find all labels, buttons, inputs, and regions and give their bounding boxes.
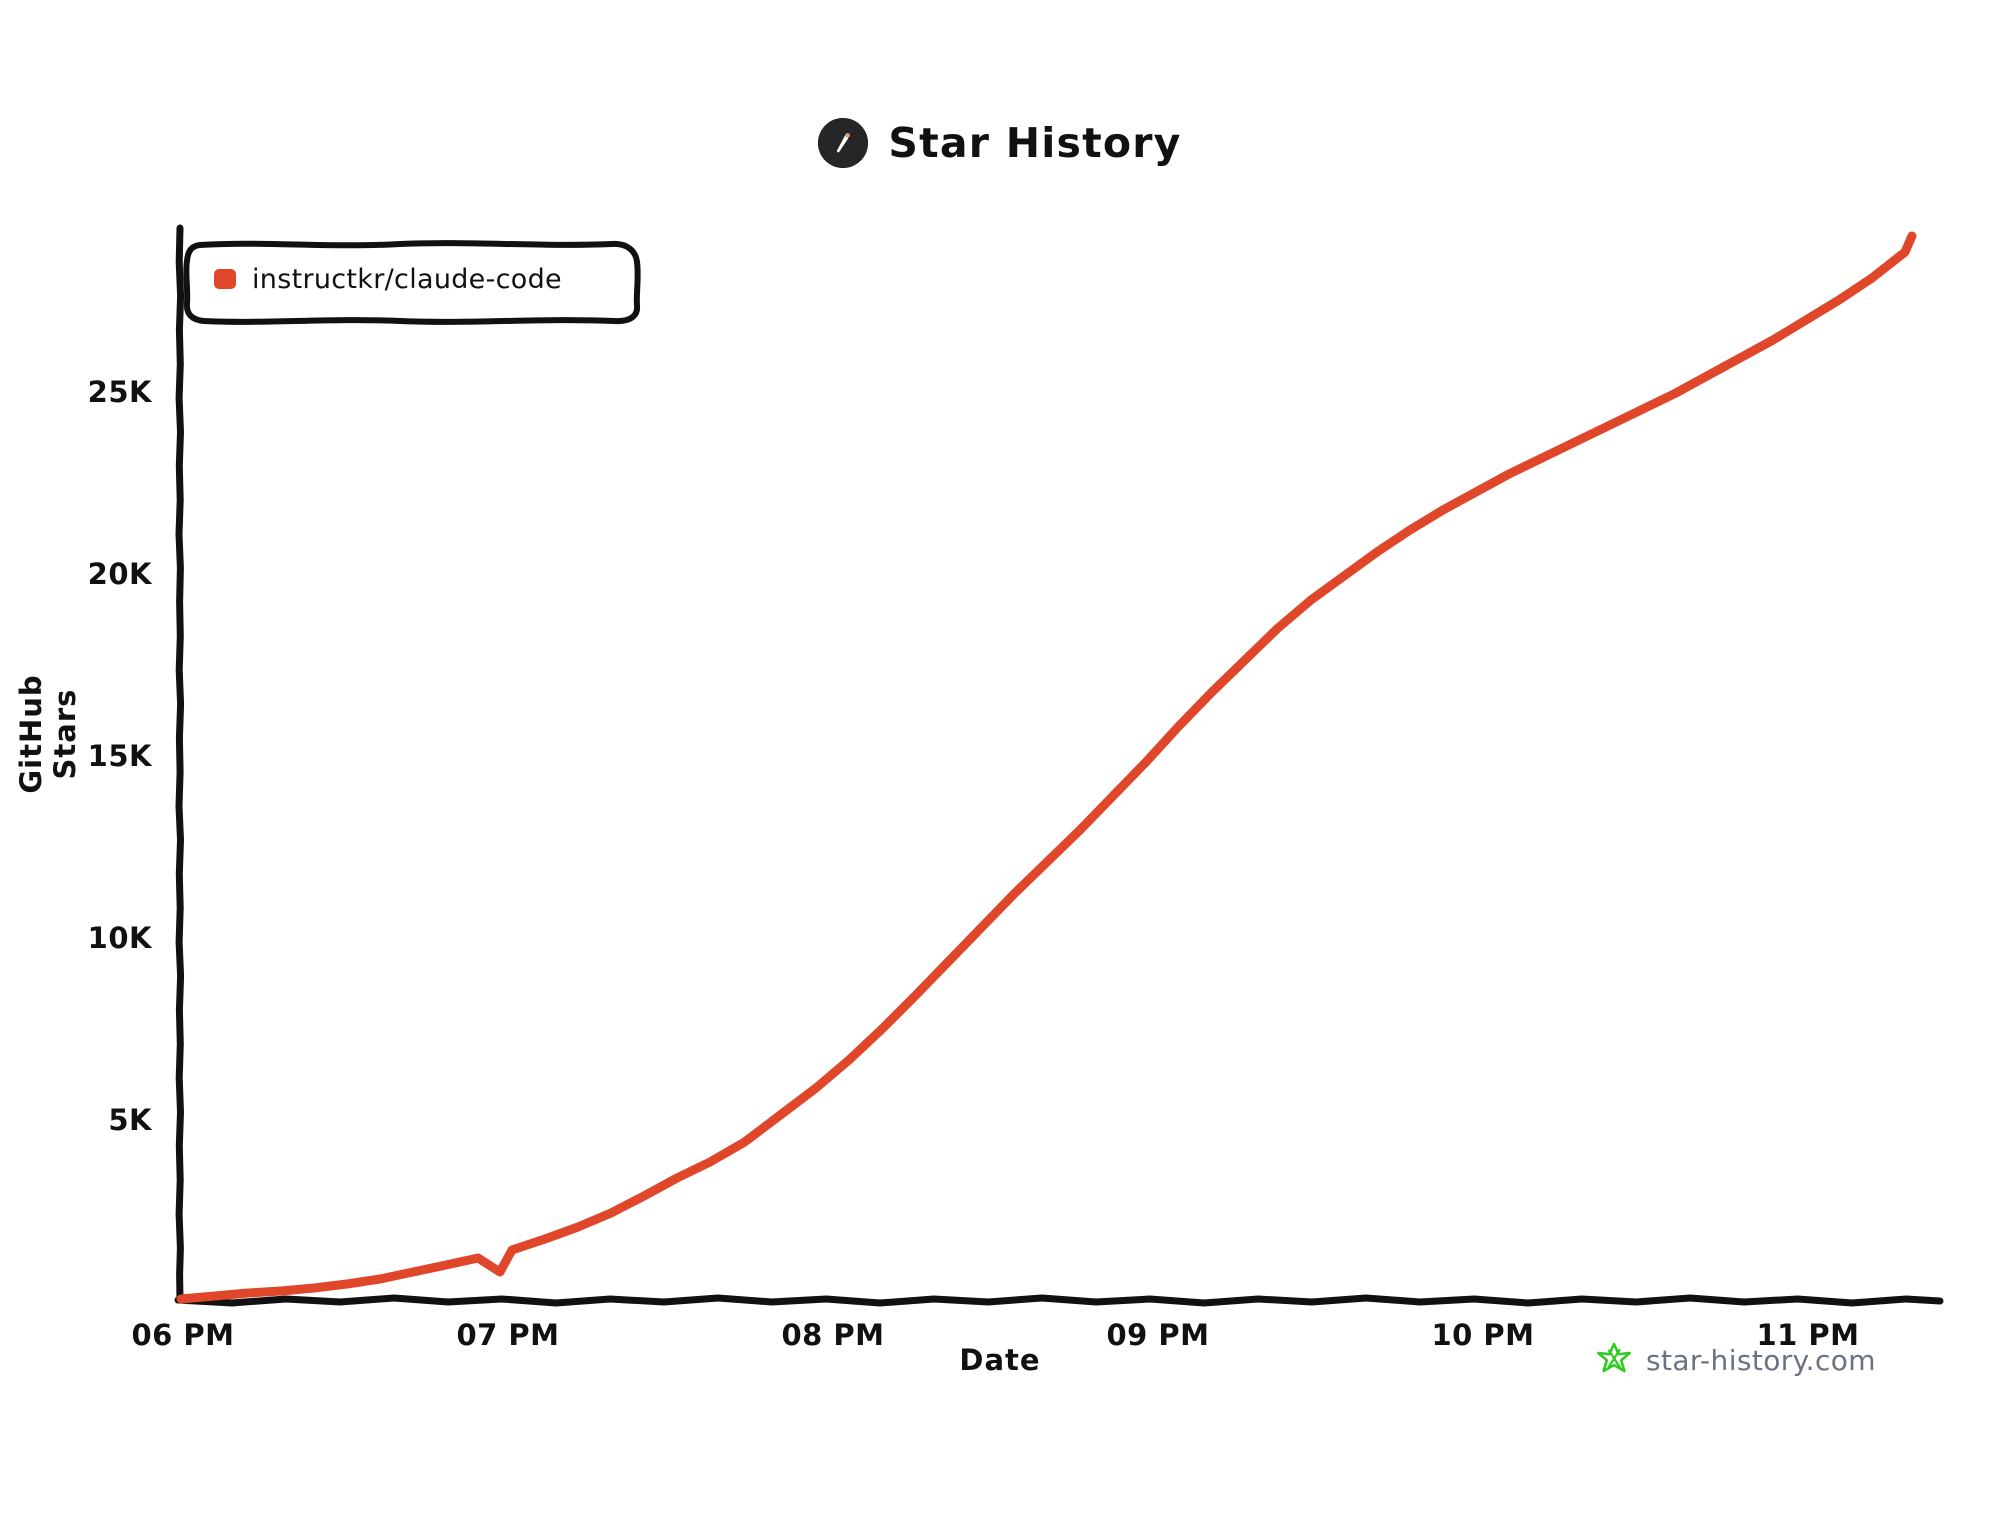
y-tick-25k: 25K (87, 375, 152, 409)
legend-swatch-icon (214, 269, 236, 289)
green-star-icon (1596, 1340, 1632, 1380)
watermark-label: star-history.com (1646, 1343, 1876, 1377)
legend[interactable]: instructkr/claude-code (192, 248, 588, 310)
x-tick-07pm: 07 PM (456, 1318, 560, 1352)
x-tick-10pm: 10 PM (1431, 1318, 1535, 1352)
x-tick-06pm: 06 PM (131, 1318, 235, 1352)
x-axis-line (174, 1294, 1944, 1307)
page-title: Star History (888, 118, 1182, 167)
star-history-pen-icon (818, 118, 869, 168)
y-axis-line (175, 224, 185, 1304)
y-axis-title: GitHub Stars (14, 674, 82, 794)
series-line-instructkr-claude-code (176, 231, 1917, 1304)
x-tick-11pm: 11 PM (1756, 1318, 1860, 1352)
legend-item-label: instructkr/claude-code (252, 263, 562, 295)
chart-title-block: Star History (0, 118, 2000, 168)
y-tick-10k: 10K (87, 921, 152, 955)
y-tick-15k: 15K (87, 739, 152, 773)
x-tick-09pm: 09 PM (1106, 1318, 1210, 1352)
y-tick-5k: 5K (108, 1103, 152, 1137)
x-axis-title: Date (959, 1343, 1041, 1377)
x-tick-08pm: 08 PM (781, 1318, 885, 1352)
y-tick-20k: 20K (87, 557, 152, 591)
watermark[interactable]: star-history.com (1596, 1340, 1876, 1380)
